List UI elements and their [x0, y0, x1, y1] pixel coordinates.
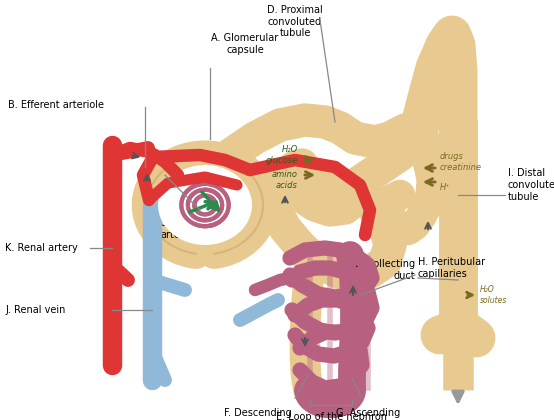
Text: A. Glomerular
capsule: A. Glomerular capsule: [212, 34, 279, 55]
Text: K. Renal artery: K. Renal artery: [5, 243, 78, 253]
Text: H. Peritubular
capillaries: H. Peritubular capillaries: [418, 257, 485, 279]
Text: G. Ascending
limb: G. Ascending limb: [336, 408, 400, 420]
Text: J. Renal vein: J. Renal vein: [5, 305, 65, 315]
Text: amino
acids: amino acids: [272, 170, 298, 190]
Text: H⁺: H⁺: [440, 184, 450, 192]
Text: E. Loop of the nephron: E. Loop of the nephron: [275, 412, 387, 420]
Text: B. Efferent arteriole: B. Efferent arteriole: [8, 100, 104, 110]
Text: F. Descending
limb: F. Descending limb: [224, 408, 292, 420]
Text: D. Proximal
convoluted
tubule: D. Proximal convoluted tubule: [267, 5, 323, 38]
Text: L. Collecting
duct: L. Collecting duct: [355, 259, 415, 281]
Ellipse shape: [158, 165, 252, 245]
Text: H₂O
solutes: H₂O solutes: [480, 285, 507, 304]
Text: C. Afferent
arteriole: C. Afferent arteriole: [160, 218, 212, 239]
Text: I. Distal
convoluted
tubule: I. Distal convoluted tubule: [508, 168, 554, 202]
Text: H₂O
glucose: H₂O glucose: [266, 145, 298, 165]
Text: drugs
creatinine: drugs creatinine: [440, 152, 482, 172]
